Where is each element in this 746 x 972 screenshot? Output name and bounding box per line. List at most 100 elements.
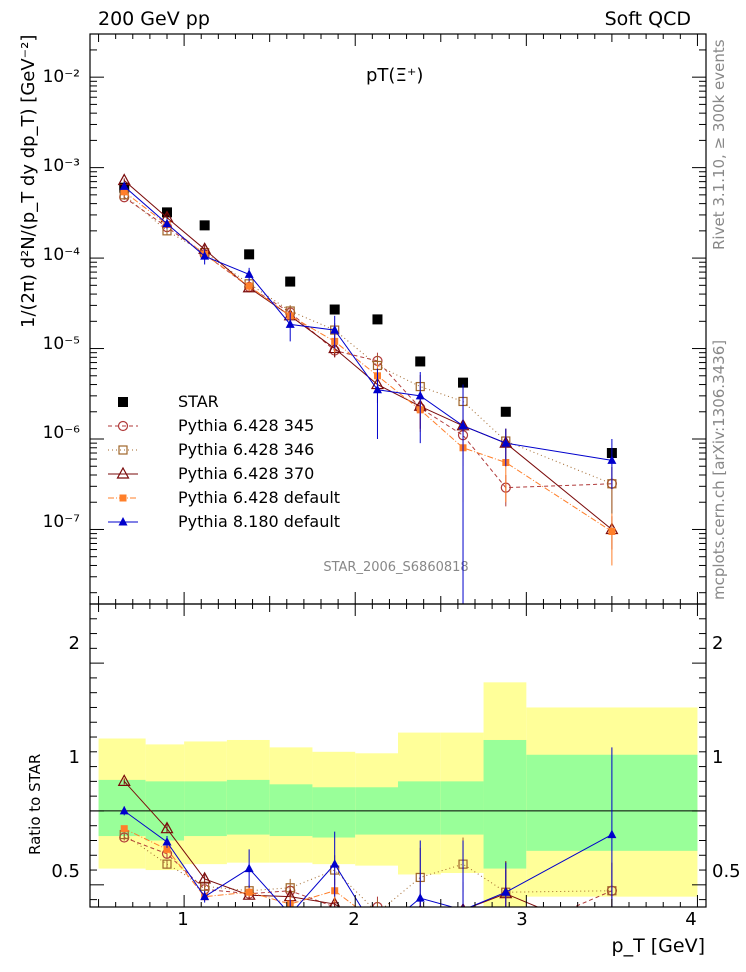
marker-square [374,920,381,927]
marker-triangle [286,909,295,918]
marker-star [199,220,210,231]
marker-star [285,276,296,287]
marker-star [329,304,340,315]
marker-square [608,527,616,535]
marker-open-triangle [117,774,131,786]
marker-triangle [162,218,172,228]
marker-open-circle [501,932,510,941]
marker-open-circle [117,420,129,432]
x-tick-label: 4 [685,909,696,930]
y-axis-label-ratio: Ratio to STAR [26,754,44,855]
marker-triangle [372,384,382,394]
marker-triangle [501,887,511,896]
y-tick-label-right: 2 [712,633,723,654]
ratio-panel-data [117,747,617,941]
marker-star [372,314,383,325]
marker-open-triangle [329,896,341,907]
y-tick-label: 2 [69,633,80,654]
marker-triangle [415,390,425,400]
marker-triangle [119,181,129,190]
band-green [398,781,441,835]
band-green [312,787,356,838]
y-tick-label: 10⁻⁷ [43,512,81,532]
marker-square [502,915,509,922]
marker-open-square [162,859,172,869]
marker-triangle [119,805,129,815]
marker-triangle [607,829,617,839]
y-tick-label: 0.5 [51,861,80,882]
marker-triangle [415,893,425,902]
marker-square [119,494,127,502]
legend-label: STAR [178,392,219,411]
legend-label: Pythia 6.428 370 [178,464,314,483]
band-green [184,781,227,837]
marker-open-circle [459,914,468,923]
legend-entry-pythia-370: Pythia 6.428 370 [108,464,314,483]
marker-triangle [200,251,210,260]
marker-triangle [285,319,295,328]
ratio-line [124,837,613,907]
main-panel-data [117,173,619,604]
marker-open-triangle [116,466,130,479]
y-tick-label: 1 [69,747,80,768]
legend-marker-pythia-370 [108,466,138,479]
plot-title: pT(Ξ⁺) [366,65,423,86]
y-tick-label: 10⁻² [43,67,80,87]
rivet-note: Rivet 3.1.10, ≥ 300k events [710,39,728,250]
marker-square [163,845,171,853]
marker-square [245,282,253,290]
legend-marker-star [118,397,128,407]
axis-ticks [90,33,706,907]
marker-star [458,377,469,388]
marker-square [245,888,253,896]
x-tick-label: 3 [516,909,527,930]
ratio-series-5 [119,747,617,938]
y-tick-label: 10⁻⁶ [43,423,81,443]
marker-open-triangle [372,925,383,935]
legend-label: Pythia 6.428 default [178,488,340,507]
marker-triangle [118,517,128,526]
band-green [483,739,527,869]
legend-label: Pythia 6.428 345 [178,416,314,435]
marker-open-circle [416,908,425,917]
marker-open-triangle [198,871,212,884]
marker-square [120,825,128,833]
marker-triangle [200,891,210,901]
y-tick-labels-main: 10⁻⁷ 10⁻⁶ 10⁻⁵ 10⁻⁴ 10⁻³ 10⁻² [43,67,81,532]
analysis-id: STAR_2006_S6860818 [323,560,468,575]
band-green [269,784,313,837]
marker-triangle [501,438,511,447]
marker-square [417,917,424,924]
marker-triangle [373,929,382,938]
legend-entry-star: STAR [118,392,219,411]
y-tick-labels-ratio: 0.5 1 2 0.5 1 2 [51,633,740,882]
header-left: 200 GeV pp [98,8,210,30]
mcplots-note: mcplots.cern.ch [arXiv:1306.3436] [710,340,728,600]
legend-marker-pythia-6-default [108,494,138,502]
marker-square [120,188,128,196]
marker-triangle [607,455,617,464]
marker-triangle [458,420,468,430]
legend-entry-pythia-8-default: Pythia 8.180 default [108,512,340,531]
legend-marker-pythia-8-default [108,517,138,526]
legend-marker-pythia-345 [108,420,138,432]
legend-entry-pythia-346: Pythia 6.428 346 [108,440,314,459]
marker-open-triangle [160,821,174,834]
x-tick-label: 1 [177,909,188,930]
legend: STAR Pythia 6.428 345 Pythia 6.428 346 P… [108,392,340,531]
y-tick-label: 10⁻⁵ [43,334,80,354]
y-tick-label-right: 0.5 [712,861,741,882]
legend-marker-pythia-346 [108,445,138,455]
y-tick-label: 10⁻³ [43,156,80,176]
series-5 [119,181,617,604]
header-right: Soft QCD [605,8,691,30]
legend-label: Pythia 6.428 346 [178,440,314,459]
legend-label: Pythia 8.180 default [178,512,340,531]
legend-entry-pythia-345: Pythia 6.428 345 [108,416,314,435]
marker-open-square [118,445,128,455]
y-axis-label-main: 1/(2π) d²N/(p_T dy dp_T) [GeV⁻²] [18,35,39,328]
marker-open-square [373,909,381,917]
marker-triangle [330,859,340,868]
y-tick-label: 10⁻⁴ [43,245,81,265]
